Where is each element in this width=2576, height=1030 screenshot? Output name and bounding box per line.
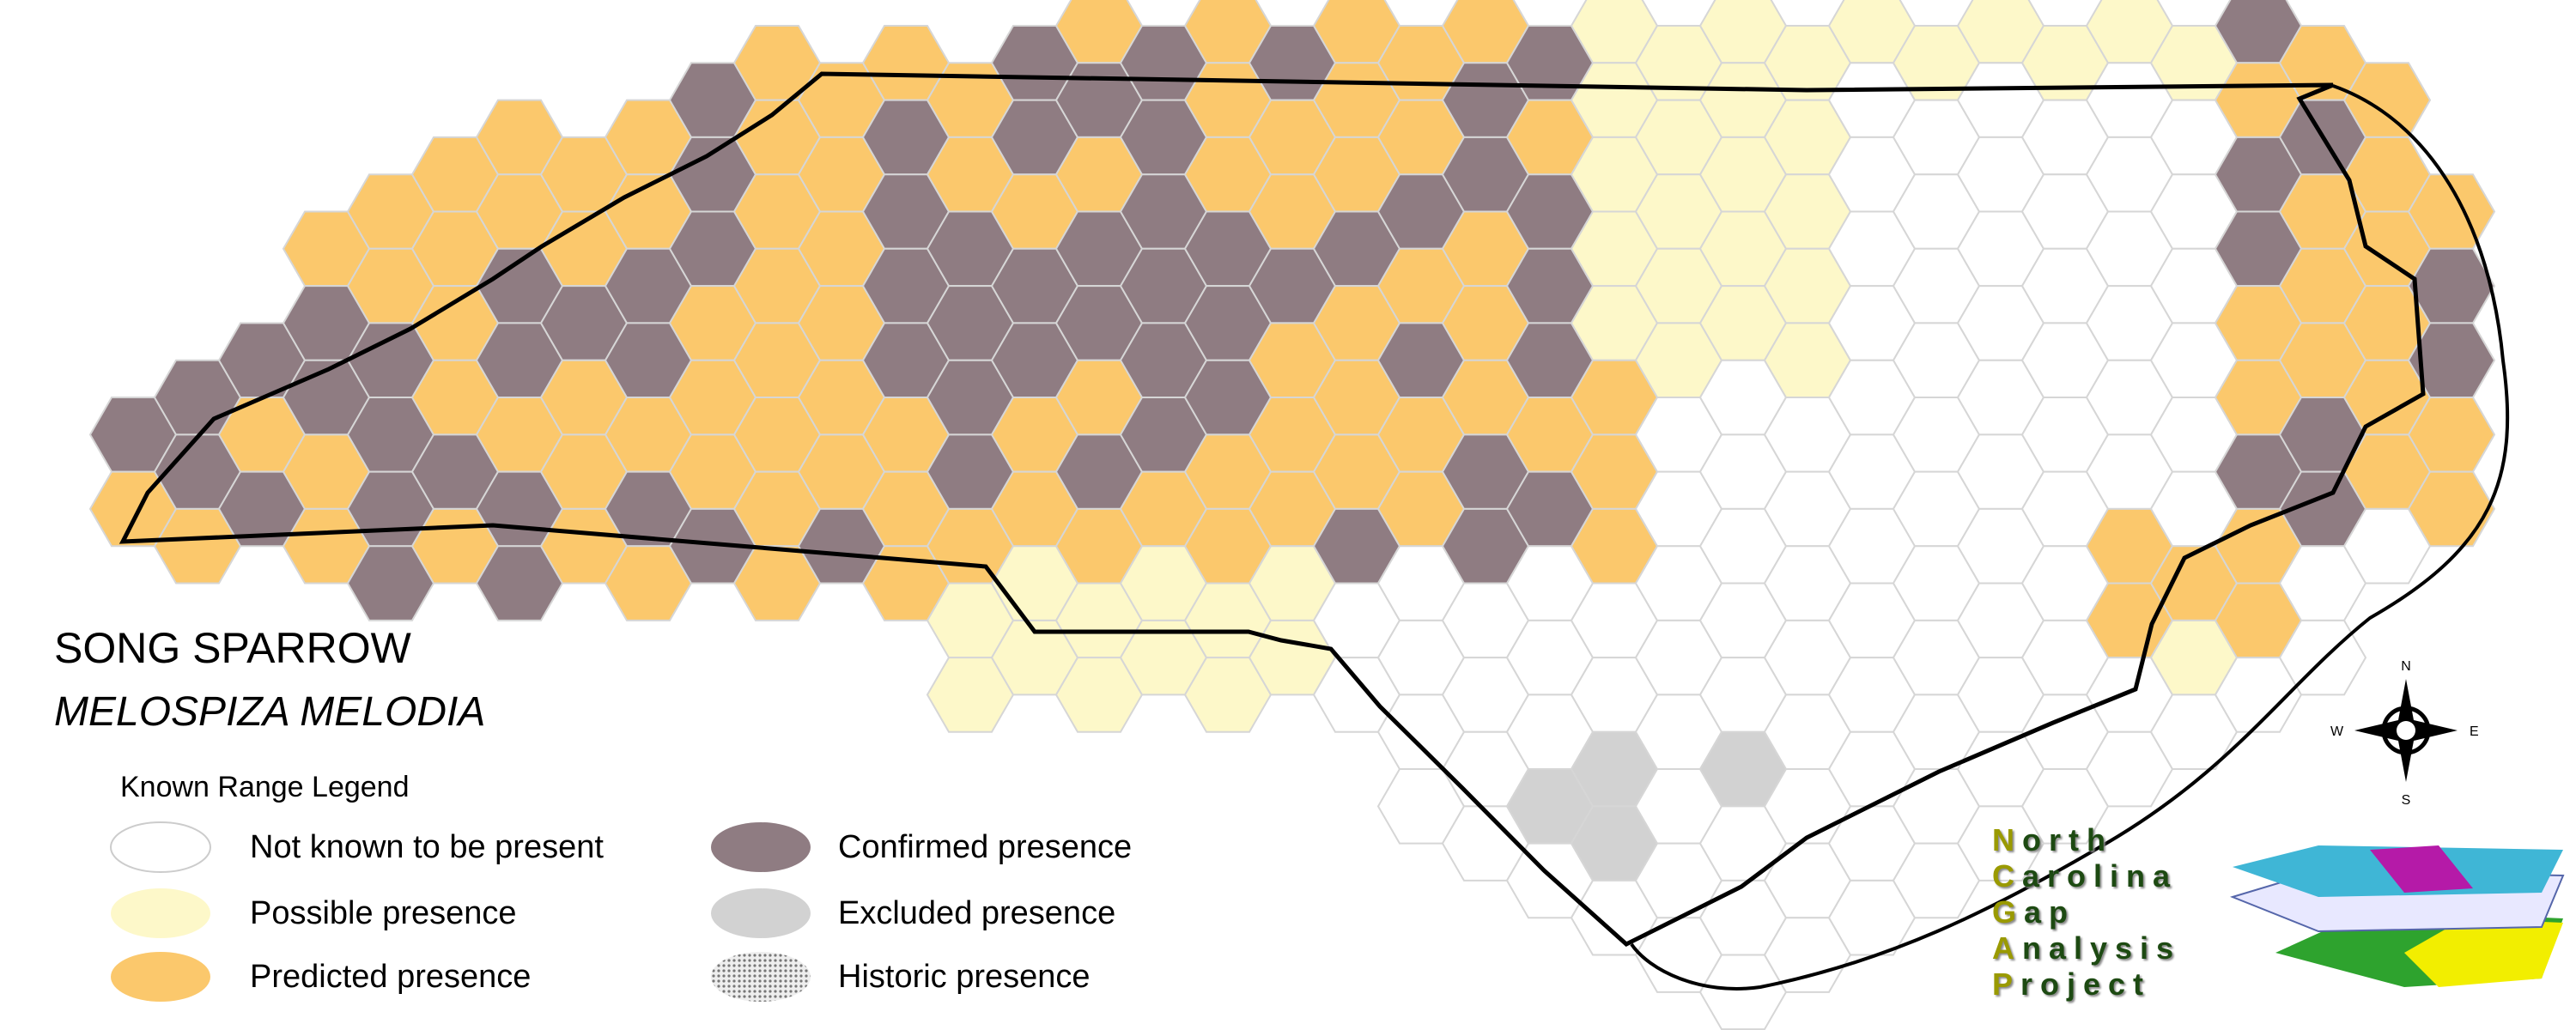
logo-layer-yellow — [2404, 918, 2563, 987]
title: SONG SPARROW — [54, 624, 411, 672]
legend-label: Excluded presence — [838, 895, 1116, 931]
legend-label: Predicted presence — [250, 959, 532, 995]
swatch-possible — [111, 888, 210, 938]
swatch-predicted — [111, 952, 210, 1002]
legend-title: Known Range Legend — [120, 771, 410, 803]
compass-e: E — [2470, 724, 2479, 739]
legend-swatches — [110, 821, 811, 1002]
swatch-excluded — [711, 888, 811, 938]
subtitle: MELOSPIZA MELODIA — [54, 689, 486, 735]
compass-w: W — [2330, 724, 2344, 739]
logo-text: Project — [1992, 966, 2152, 1002]
legend-label: Historic presence — [838, 959, 1091, 995]
swatch-not-known — [110, 821, 211, 873]
compass-n: N — [2401, 659, 2411, 674]
swatch-confirmed — [711, 822, 811, 872]
hex-cell — [2407, 470, 2496, 548]
legend-label: Confirmed presence — [838, 829, 1133, 865]
logo-text: Gap — [1992, 894, 2076, 930]
legend-label: Possible presence — [250, 895, 517, 931]
state-outline — [118, 71, 2426, 947]
logo-layer-magenta — [2370, 845, 2473, 893]
compass-center — [2397, 721, 2415, 740]
logo-text: North — [1992, 822, 2113, 857]
buffer-outline — [1630, 84, 2510, 991]
compass-s: S — [2402, 793, 2411, 808]
legend-label: Not known to be present — [250, 829, 604, 865]
hex-grid — [88, 0, 2496, 1030]
logo-graphic — [2229, 845, 2565, 987]
compass: N S E W — [2330, 659, 2479, 808]
swatch-historic — [711, 952, 811, 1002]
logo-text: Carolina — [1992, 858, 2178, 894]
logo-text: Analysis — [1992, 930, 2182, 966]
